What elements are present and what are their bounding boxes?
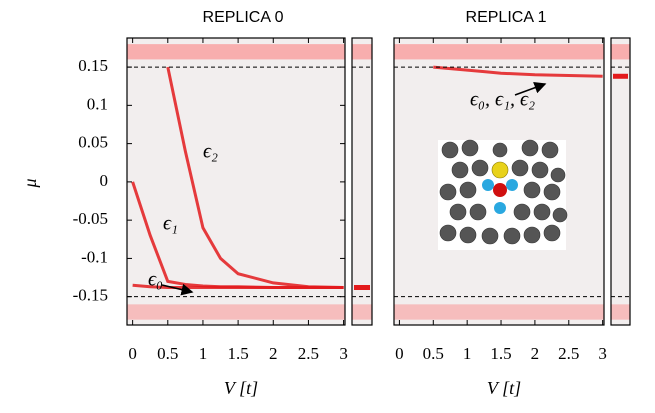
x-axis-label: V [t] (487, 378, 521, 398)
x-tick-label: 0 (128, 344, 137, 363)
x-tick-label: 0 (395, 344, 404, 363)
band (394, 304, 604, 320)
side-strip-level (613, 73, 628, 79)
x-tick-label: 2.5 (558, 344, 579, 363)
band (611, 44, 630, 60)
band (611, 304, 630, 320)
y-tick-label: -0.1 (81, 247, 108, 266)
y-tick-label: -0.05 (73, 209, 108, 228)
plot-frame (393, 37, 605, 326)
strip-background (611, 38, 630, 325)
y-tick-label: 0 (100, 171, 109, 190)
annotation: ϵ₀ (148, 269, 163, 291)
x-tick-label: 1 (463, 344, 472, 363)
molecule-inset (438, 139, 568, 250)
strip-background (352, 38, 372, 325)
x-axis-label: V [t] (224, 378, 258, 398)
x-tick-label: 1 (199, 344, 208, 363)
x-tick-label: 0.5 (157, 344, 178, 363)
y-tick-label: -0.15 (73, 286, 108, 305)
y-tick-label: 0.1 (87, 94, 108, 113)
y-tick-label: 0.05 (78, 133, 108, 152)
x-tick-label: 2.5 (298, 344, 319, 363)
x-tick-label: 2 (269, 344, 278, 363)
panel-title: REPLICA 1 (466, 9, 547, 26)
x-tick-label: 1.5 (490, 344, 511, 363)
band (352, 304, 372, 320)
y-tick-label: 0.15 (78, 56, 108, 75)
arrow (514, 81, 547, 96)
band (127, 304, 345, 320)
x-tick-label: 3 (339, 344, 348, 363)
arrow (161, 283, 194, 296)
x-tick-label: 0.5 (423, 344, 444, 363)
plot-background (127, 38, 345, 325)
y-axis-label: μ (20, 178, 40, 188)
side-strip-level (354, 284, 370, 290)
x-tick-label: 1.5 (227, 344, 248, 363)
state-line (132, 283, 344, 289)
panel-title: REPLICA 0 (203, 9, 284, 26)
strip-frame (610, 37, 631, 326)
strip-frame (351, 37, 373, 326)
state-line (433, 65, 603, 78)
band (352, 44, 372, 60)
annotation: ϵ₂ (203, 141, 218, 163)
annotation: ϵ₁ (163, 213, 178, 235)
x-tick-label: 2 (531, 344, 540, 363)
x-tick-label: 3 (598, 344, 607, 363)
band (127, 44, 345, 60)
band (394, 44, 604, 60)
